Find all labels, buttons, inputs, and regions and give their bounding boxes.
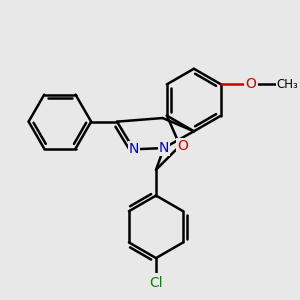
Text: CH₃: CH₃ [277,78,298,91]
Text: N: N [159,141,169,155]
Text: O: O [246,77,256,92]
Text: Cl: Cl [149,276,163,290]
Text: O: O [177,139,188,153]
Text: N: N [129,142,139,156]
